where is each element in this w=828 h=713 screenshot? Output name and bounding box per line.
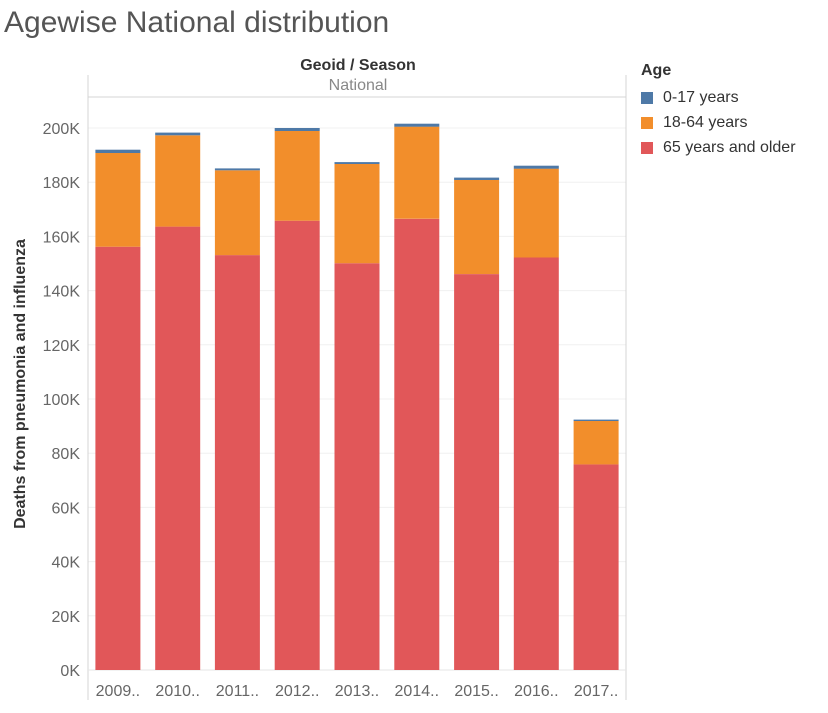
bar-segment bbox=[573, 419, 619, 421]
x-tick-label: 2017.. bbox=[574, 683, 618, 700]
legend-item-0-17[interactable]: 0-17 years bbox=[641, 85, 796, 110]
y-tick-label: 60K bbox=[52, 500, 81, 517]
legend-swatch-65-plus bbox=[641, 141, 653, 154]
chart-title: Agewise National distribution bbox=[4, 6, 390, 39]
bar-segment bbox=[394, 218, 440, 671]
bar-segment bbox=[334, 164, 380, 264]
bar-segment bbox=[454, 180, 500, 274]
y-tick-label: 40K bbox=[52, 555, 81, 572]
legend-swatch-18-64 bbox=[641, 116, 653, 129]
y-tick-label: 120K bbox=[43, 338, 81, 355]
y-tick-label: 160K bbox=[43, 229, 81, 246]
y-tick-label: 180K bbox=[43, 175, 81, 192]
bar-segment bbox=[573, 464, 619, 670]
legend-label-0-17: 0-17 years bbox=[663, 88, 739, 106]
x-tick-label: 2010.. bbox=[155, 683, 199, 700]
bar-segment bbox=[214, 170, 260, 256]
x-tick-label: 2015.. bbox=[454, 683, 498, 700]
x-tick-label: 2011.. bbox=[216, 683, 259, 700]
bar-segment bbox=[95, 152, 141, 247]
x-tick-label: 2016.. bbox=[514, 683, 558, 700]
bar-segment bbox=[513, 165, 559, 169]
bar-segment bbox=[214, 168, 260, 171]
legend-item-18-64[interactable]: 18-64 years bbox=[641, 110, 796, 135]
bar-segment bbox=[155, 226, 201, 670]
legend: Age 0-17 years 18-64 years 65 years and … bbox=[641, 62, 796, 160]
y-tick-label: 140K bbox=[43, 284, 81, 301]
y-tick-label: 100K bbox=[43, 392, 81, 409]
bar-segment bbox=[95, 149, 141, 153]
bar-segment bbox=[155, 132, 201, 136]
bar-segment bbox=[334, 162, 380, 164]
bar-segment bbox=[454, 274, 500, 670]
x-tick-label: 2014.. bbox=[395, 683, 439, 700]
y-tick-label: 0K bbox=[60, 663, 80, 680]
bar-segment bbox=[513, 257, 559, 670]
legend-swatch-0-17 bbox=[641, 91, 653, 104]
legend-label-65-plus: 65 years and older bbox=[663, 138, 796, 156]
legend-label-18-64: 18-64 years bbox=[663, 113, 748, 131]
bar-segment bbox=[573, 421, 619, 465]
x-tick-label: 2013.. bbox=[335, 683, 379, 700]
y-tick-label: 20K bbox=[52, 609, 81, 626]
x-tick-label: 2009.. bbox=[96, 683, 140, 700]
bar-segment bbox=[513, 168, 559, 258]
bar-segment bbox=[274, 128, 320, 131]
legend-title: Age bbox=[641, 62, 672, 79]
legend-item-65-plus[interactable]: 65 years and older bbox=[641, 135, 796, 160]
y-tick-label: 200K bbox=[43, 121, 81, 138]
y-axis-ticks: 0K 20K 40K 60K 80K 100K 120K 140K 160K 180K 200K bbox=[43, 121, 81, 680]
x-tick-label: 2012.. bbox=[275, 683, 319, 700]
bar-segment bbox=[274, 220, 320, 670]
bars-group bbox=[95, 123, 619, 671]
bar-segment bbox=[274, 131, 320, 221]
bar-segment bbox=[95, 246, 141, 670]
bar-segment bbox=[334, 263, 380, 670]
facet-header-value[interactable]: National bbox=[328, 77, 388, 94]
bar-segment bbox=[454, 177, 500, 180]
bar-segment bbox=[394, 126, 440, 219]
facet-header-caption: Geoid / Season bbox=[300, 57, 416, 74]
bar-segment bbox=[394, 123, 440, 127]
bar-segment bbox=[214, 255, 260, 670]
x-axis-ticks: 2009.. 2010.. 2011.. 2012.. 2013.. 2014.. 2015… bbox=[96, 683, 619, 700]
y-tick-label: 80K bbox=[52, 446, 81, 463]
bar-segment bbox=[155, 135, 201, 227]
